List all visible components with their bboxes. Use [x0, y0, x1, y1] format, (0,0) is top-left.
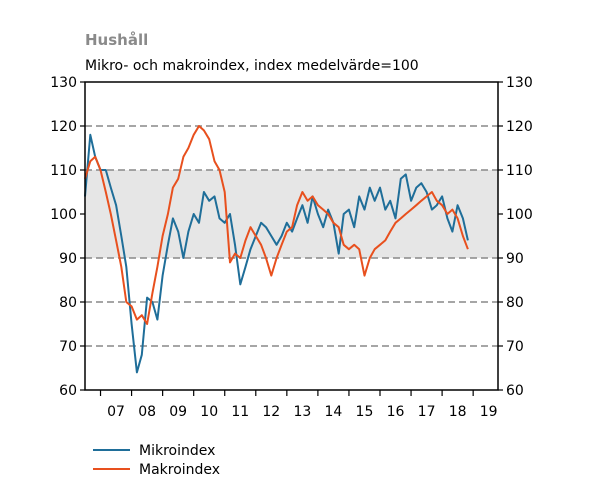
y-tick-label-right: 130	[506, 75, 533, 91]
legend-label: Makroindex	[139, 462, 220, 478]
x-axis: 07 08 09 10 11 12 13 14 15 16 17 18 19	[99, 390, 498, 420]
x-tick-label: 07	[107, 404, 125, 420]
x-tick-label: 09	[169, 404, 187, 420]
y-tick-label-right: 60	[506, 383, 524, 399]
legend: Mikroindex Makroindex	[93, 443, 220, 478]
y-tick-label-left: 100	[50, 207, 77, 223]
y-tick-label-right: 110	[506, 163, 533, 179]
x-tick-label: 15	[356, 404, 374, 420]
y-tick-label-right: 70	[506, 339, 524, 355]
x-tick-label: 08	[138, 404, 156, 420]
legend-label: Mikroindex	[139, 443, 215, 459]
y-tick-label-right: 90	[506, 251, 524, 267]
y-tick-label-left: 90	[59, 251, 77, 267]
x-tick-label: 10	[200, 404, 218, 420]
series-line-mikroindex	[84, 133, 469, 374]
y-tick-label-left: 110	[50, 163, 77, 179]
y-tick-label-left: 60	[59, 383, 77, 399]
chart-title: Hushåll	[85, 31, 148, 49]
series-lines	[84, 125, 469, 374]
y-tick-label-left: 120	[50, 119, 77, 135]
grid-lines	[85, 125, 498, 347]
plot-frame	[84, 81, 499, 391]
y-tick-label-right: 80	[506, 295, 524, 311]
y-axis-right: 60 70 80 90 100 110 120 130	[498, 75, 533, 399]
x-tick-label: 14	[325, 404, 343, 420]
y-tick-label-right: 100	[506, 207, 533, 223]
x-tick-label: 13	[293, 404, 311, 420]
y-axis-left: 60 70 80 90 100 110 120 130	[50, 75, 85, 399]
y-tick-label-left: 80	[59, 295, 77, 311]
y-tick-label-right: 120	[506, 119, 533, 135]
x-tick-label: 11	[231, 404, 249, 420]
y-tick-label-left: 130	[50, 75, 77, 91]
shaded-band	[85, 170, 498, 258]
x-tick-label: 18	[449, 404, 467, 420]
chart-subtitle: Mikro- och makroindex, index medelvärde=…	[85, 58, 419, 74]
x-tick-label: 19	[480, 404, 498, 420]
x-tick-label: 17	[418, 404, 436, 420]
x-tick-label: 12	[262, 404, 280, 420]
x-tick-label: 16	[387, 404, 405, 420]
y-tick-label-left: 70	[59, 339, 77, 355]
series-line-makroindex	[84, 125, 469, 325]
